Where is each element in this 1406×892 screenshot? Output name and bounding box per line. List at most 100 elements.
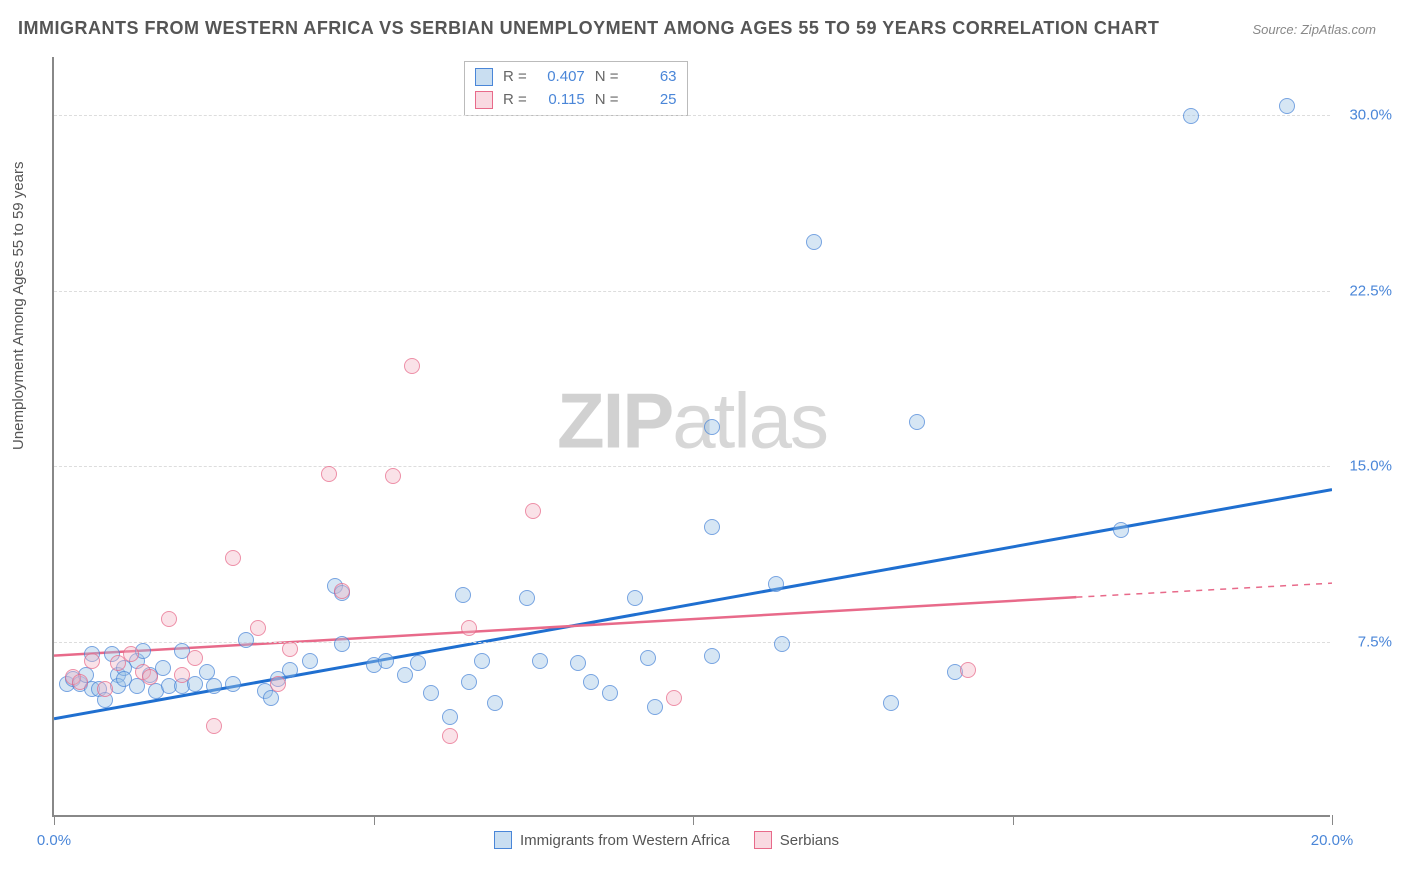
data-point — [474, 653, 490, 669]
data-point — [404, 358, 420, 374]
data-point — [909, 414, 925, 430]
y-tick-label: 30.0% — [1349, 107, 1392, 124]
stats-row: R = 0.115 N = 25 — [475, 89, 677, 112]
data-point — [1279, 98, 1295, 114]
legend: Immigrants from Western Africa Serbians — [494, 831, 839, 849]
data-point — [206, 678, 222, 694]
data-point — [385, 468, 401, 484]
trend-line — [54, 597, 1076, 655]
x-tick — [54, 815, 55, 825]
trend-lines-svg — [54, 57, 1332, 817]
data-point — [321, 466, 337, 482]
gridline — [54, 115, 1330, 116]
data-point — [461, 674, 477, 690]
data-point — [532, 653, 548, 669]
legend-label: Serbians — [780, 832, 839, 849]
data-point — [704, 648, 720, 664]
data-point — [225, 550, 241, 566]
n-value: 25 — [629, 89, 677, 112]
x-tick-label: 20.0% — [1311, 832, 1354, 849]
stats-row: R = 0.407 N = 63 — [475, 66, 677, 89]
x-tick — [374, 815, 375, 825]
data-point — [334, 583, 350, 599]
data-point — [263, 690, 279, 706]
data-point — [1113, 522, 1129, 538]
data-point — [84, 653, 100, 669]
n-label: N = — [595, 89, 619, 112]
x-tick — [693, 815, 694, 825]
data-point — [487, 695, 503, 711]
x-tick — [1013, 815, 1014, 825]
y-tick-label: 22.5% — [1349, 282, 1392, 299]
data-point — [640, 650, 656, 666]
legend-item: Serbians — [754, 831, 839, 849]
data-point — [627, 590, 643, 606]
data-point — [72, 674, 88, 690]
data-point — [570, 655, 586, 671]
n-value: 63 — [629, 66, 677, 89]
r-label: R = — [503, 89, 527, 112]
data-point — [270, 676, 286, 692]
data-point — [455, 587, 471, 603]
data-point — [397, 667, 413, 683]
chart-title: IMMIGRANTS FROM WESTERN AFRICA VS SERBIA… — [18, 18, 1159, 39]
n-label: N = — [595, 66, 619, 89]
data-point — [142, 669, 158, 685]
data-point — [161, 611, 177, 627]
y-tick-label: 7.5% — [1358, 633, 1392, 650]
data-point — [282, 662, 298, 678]
trend-line-extrapolated — [1076, 583, 1332, 597]
data-point — [423, 685, 439, 701]
data-point — [647, 699, 663, 715]
data-point — [250, 620, 266, 636]
x-tick — [1332, 815, 1333, 825]
data-point — [123, 646, 139, 662]
data-point — [238, 632, 254, 648]
gridline — [54, 291, 1330, 292]
data-point — [806, 234, 822, 250]
data-point — [206, 718, 222, 734]
data-point — [666, 690, 682, 706]
swatch-icon — [754, 831, 772, 849]
watermark: ZIPatlas — [557, 375, 827, 466]
data-point — [225, 676, 241, 692]
data-point — [187, 650, 203, 666]
trend-line — [54, 490, 1332, 719]
scatter-plot-area: ZIPatlas R = 0.407 N = 63 R = 0.115 N = … — [52, 57, 1330, 817]
data-point — [704, 419, 720, 435]
data-point — [583, 674, 599, 690]
watermark-light: atlas — [672, 376, 827, 464]
legend-label: Immigrants from Western Africa — [520, 832, 730, 849]
legend-item: Immigrants from Western Africa — [494, 831, 730, 849]
data-point — [97, 681, 113, 697]
correlation-stats-box: R = 0.407 N = 63 R = 0.115 N = 25 — [464, 61, 688, 116]
data-point — [461, 620, 477, 636]
y-axis-label: Unemployment Among Ages 55 to 59 years — [10, 161, 27, 450]
data-point — [302, 653, 318, 669]
data-point — [774, 636, 790, 652]
swatch-icon — [475, 68, 493, 86]
swatch-icon — [475, 91, 493, 109]
data-point — [442, 728, 458, 744]
y-tick-label: 15.0% — [1349, 458, 1392, 475]
data-point — [883, 695, 899, 711]
r-label: R = — [503, 66, 527, 89]
x-tick-label: 0.0% — [37, 832, 71, 849]
data-point — [960, 662, 976, 678]
data-point — [442, 709, 458, 725]
watermark-bold: ZIP — [557, 376, 672, 464]
data-point — [525, 503, 541, 519]
gridline — [54, 466, 1330, 467]
data-point — [334, 636, 350, 652]
data-point — [1183, 108, 1199, 124]
data-point — [519, 590, 535, 606]
data-point — [187, 676, 203, 692]
data-point — [174, 667, 190, 683]
r-value: 0.407 — [537, 66, 585, 89]
source-attribution: Source: ZipAtlas.com — [1252, 22, 1376, 37]
data-point — [704, 519, 720, 535]
swatch-icon — [494, 831, 512, 849]
data-point — [768, 576, 784, 592]
data-point — [410, 655, 426, 671]
data-point — [602, 685, 618, 701]
